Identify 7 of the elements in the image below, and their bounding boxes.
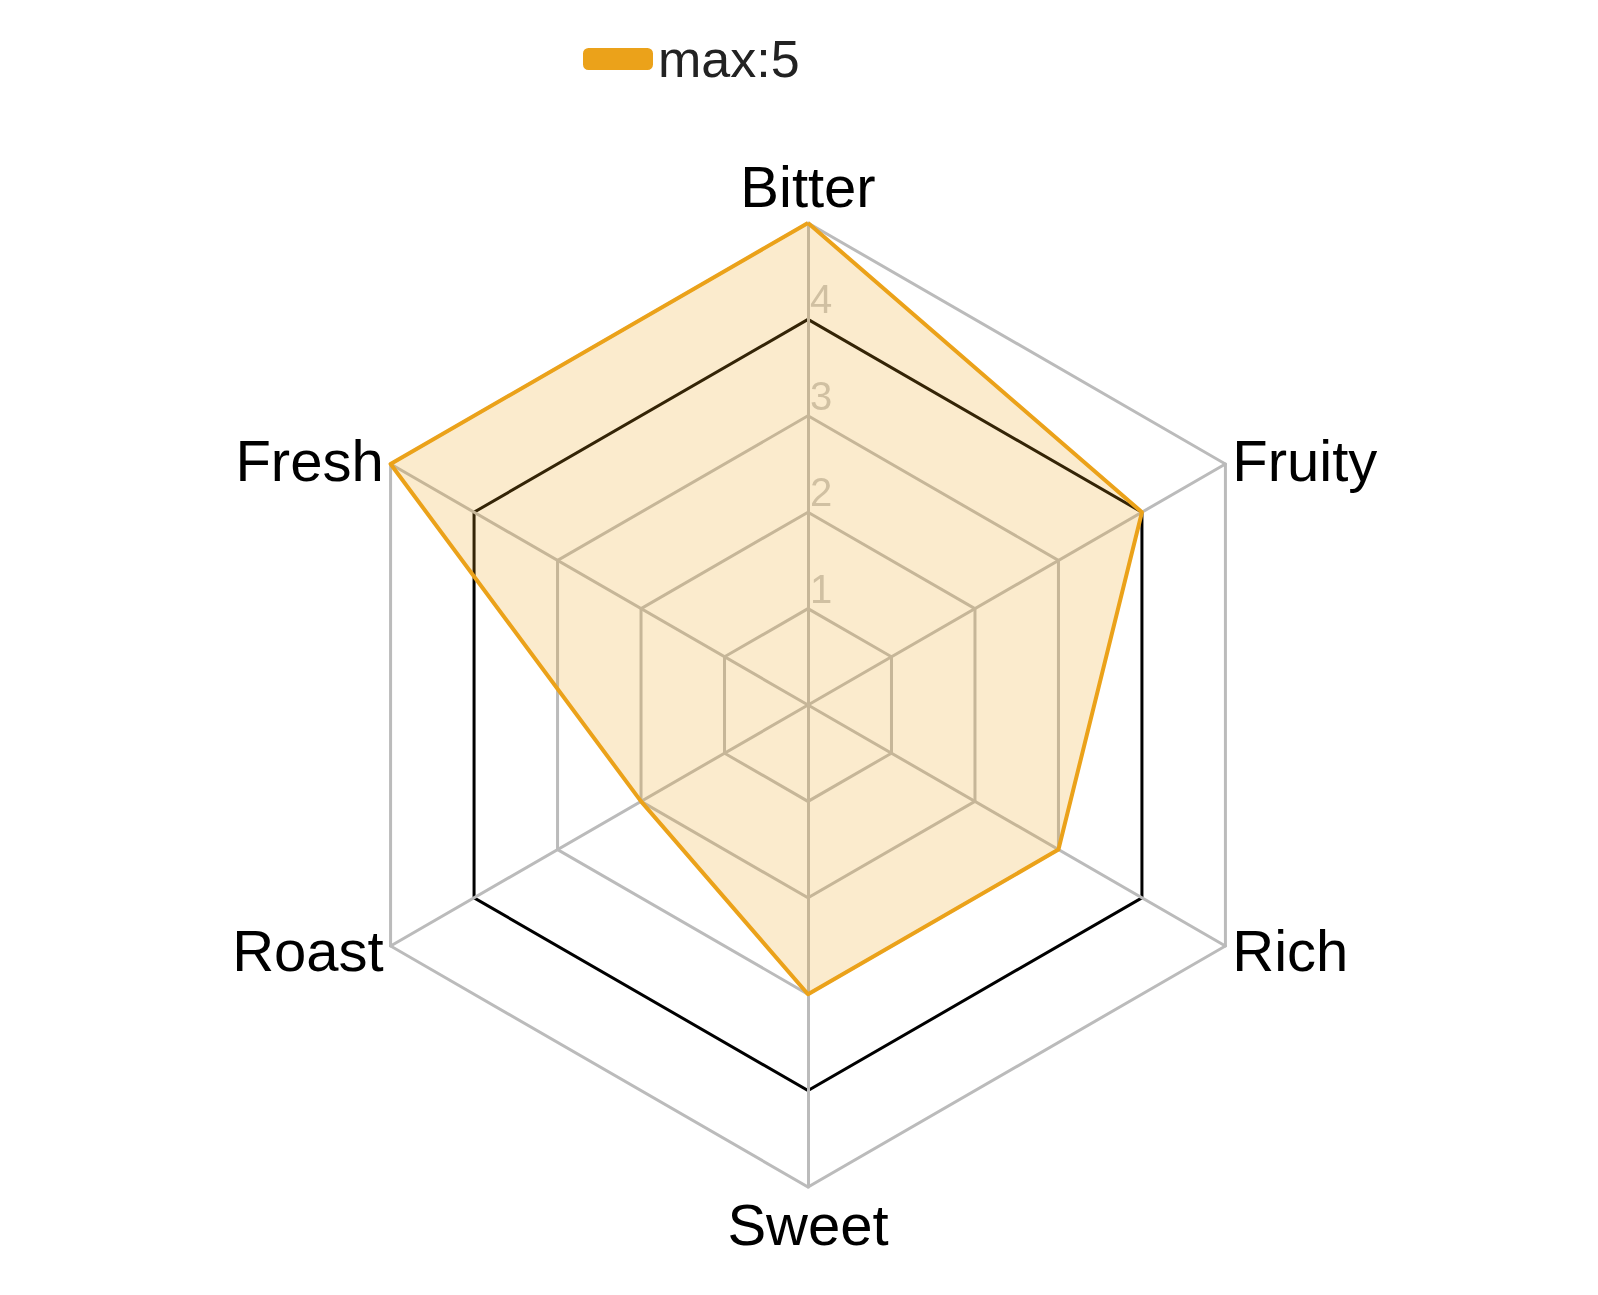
spoke-label: Bitter [740, 153, 876, 219]
spoke-label: Sweet [727, 1191, 889, 1257]
spoke-label: Rich [1232, 917, 1349, 983]
spoke-label: Fresh [235, 427, 384, 493]
spoke-label: Roast [232, 917, 384, 983]
spoke-label: Fruity [1232, 427, 1378, 493]
legend-label: max:5 [658, 30, 800, 88]
